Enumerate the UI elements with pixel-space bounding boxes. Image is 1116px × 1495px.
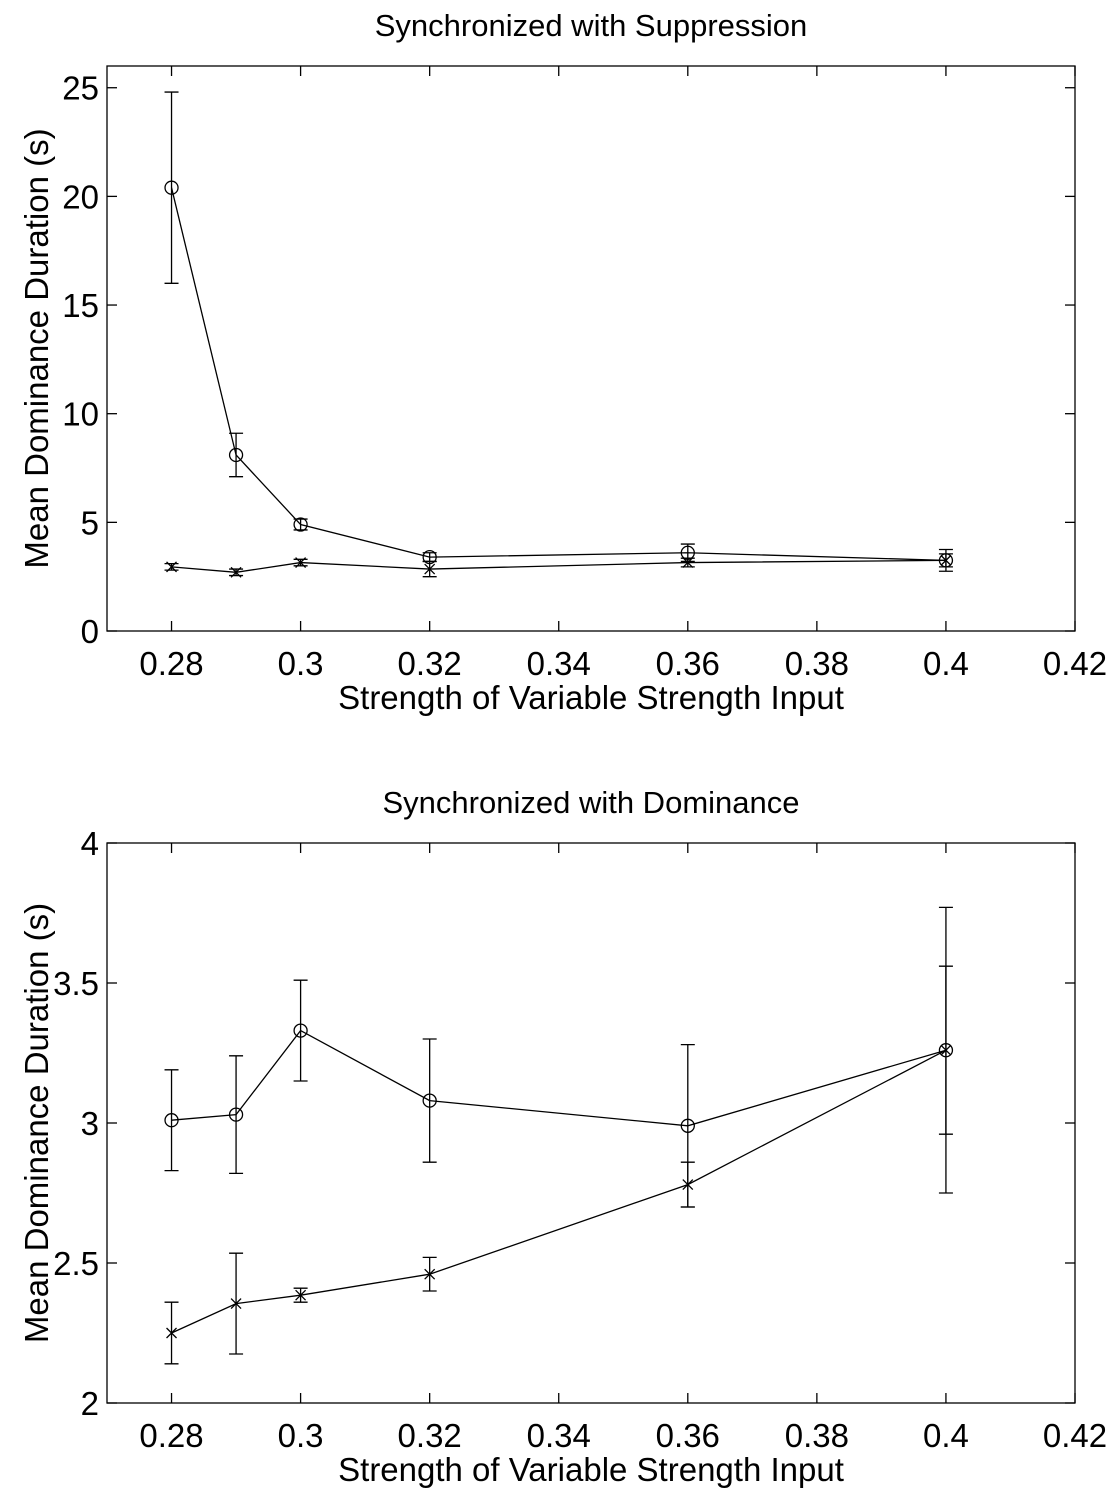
plot-frame bbox=[106, 842, 1076, 1404]
marker bbox=[940, 554, 952, 566]
x-tick-label: 0.4 bbox=[923, 1417, 969, 1454]
marker bbox=[682, 1179, 694, 1191]
y-tick-label: 2 bbox=[81, 1385, 99, 1422]
x-tick-label: 0.4 bbox=[923, 645, 969, 682]
marker bbox=[940, 1044, 952, 1056]
marker bbox=[228, 447, 244, 463]
series-line bbox=[171, 559, 946, 573]
marker bbox=[166, 1327, 177, 1339]
marker bbox=[230, 566, 242, 578]
error-bar bbox=[422, 1038, 437, 1163]
x-axis-label: Strength of Variable Strength Input bbox=[338, 679, 844, 716]
chart-title: Synchronized with Dominance bbox=[383, 785, 800, 820]
error-bar bbox=[164, 91, 179, 284]
y-tick-label: 0 bbox=[81, 613, 99, 650]
x-tick-label: 0.38 bbox=[785, 1417, 849, 1454]
marker bbox=[230, 1298, 242, 1310]
x-tick-label: 0.36 bbox=[656, 1417, 720, 1454]
marker bbox=[164, 180, 179, 195]
plot-frame bbox=[106, 65, 1076, 632]
y-tick-label: 4 bbox=[81, 825, 99, 862]
x-tick-label: 0.3 bbox=[278, 1417, 324, 1454]
error-bar bbox=[229, 432, 244, 478]
series-line bbox=[170, 187, 946, 562]
x-tick-label: 0.42 bbox=[1043, 1417, 1107, 1454]
series-line bbox=[171, 1029, 947, 1127]
marker bbox=[164, 1113, 179, 1128]
error-bar bbox=[229, 1055, 244, 1175]
x-axis-label: Strength of Variable Strength Input bbox=[338, 1451, 844, 1488]
y-tick-label: 3 bbox=[81, 1105, 99, 1142]
marker bbox=[422, 1093, 437, 1108]
marker bbox=[680, 1118, 695, 1133]
marker bbox=[295, 1289, 307, 1301]
x-tick-label: 0.36 bbox=[656, 645, 720, 682]
x-tick-label: 0.32 bbox=[398, 1417, 462, 1454]
marker bbox=[682, 557, 694, 569]
marker bbox=[424, 1268, 436, 1280]
x-tick-label: 0.34 bbox=[527, 1417, 591, 1454]
y-tick-label: 2.5 bbox=[53, 1245, 99, 1282]
x-tick-label: 0.38 bbox=[785, 645, 849, 682]
x-tick-label: 0.28 bbox=[139, 645, 203, 682]
marker bbox=[228, 1107, 244, 1122]
error-bar bbox=[164, 1069, 179, 1172]
y-axis-label: Mean Dominance Duration (s) bbox=[18, 128, 55, 568]
y-tick-label: 5 bbox=[81, 504, 99, 541]
marker bbox=[166, 561, 177, 573]
marker bbox=[295, 557, 307, 569]
error-bar bbox=[293, 979, 308, 1082]
y-tick-label: 20 bbox=[62, 178, 99, 215]
y-axis-label: Mean Dominance Duration (s) bbox=[18, 903, 55, 1343]
y-tick-label: 15 bbox=[62, 287, 99, 324]
x-tick-label: 0.42 bbox=[1043, 645, 1107, 682]
x-tick-label: 0.28 bbox=[139, 1417, 203, 1454]
error-bar bbox=[293, 518, 308, 531]
x-tick-label: 0.32 bbox=[398, 645, 462, 682]
marker bbox=[293, 517, 308, 532]
y-tick-label: 3.5 bbox=[53, 965, 99, 1002]
x-tick-label: 0.34 bbox=[527, 645, 591, 682]
x-tick-label: 0.3 bbox=[278, 645, 324, 682]
marker bbox=[424, 563, 436, 575]
chart-title: Synchronized with Suppression bbox=[375, 8, 808, 43]
y-tick-label: 25 bbox=[62, 70, 99, 107]
series-line bbox=[171, 1049, 947, 1334]
y-tick-label: 10 bbox=[62, 396, 99, 433]
marker bbox=[293, 1023, 308, 1038]
